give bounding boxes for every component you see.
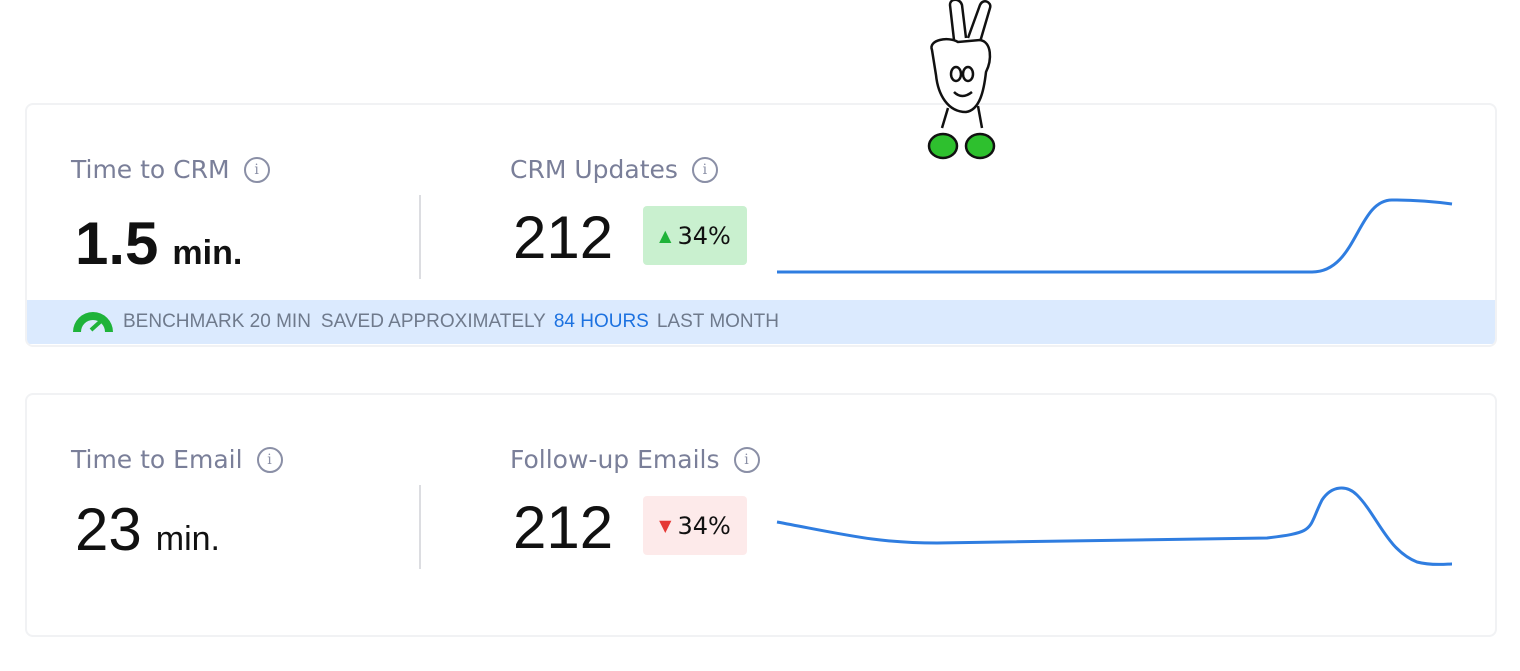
- mascot: [927, 0, 996, 160]
- count-label: Follow-up Emails: [510, 445, 720, 474]
- saved-suffix: LAST MONTH: [656, 311, 779, 332]
- info-icon[interactable]: i: [243, 156, 270, 183]
- trend-line: [777, 198, 1453, 274]
- metric-value-row: 1.5 min.: [75, 209, 242, 278]
- count-label: CRM Updates: [510, 155, 678, 184]
- metric-label-row: Time to Email i: [71, 445, 283, 474]
- benchmark-banner: BENCHMARK 20 MIN SAVED APPROXIMATELY 84 …: [27, 300, 1495, 344]
- up-arrow: ▲: [659, 226, 672, 245]
- gauge-icon: [73, 312, 113, 332]
- count-label-row: CRM Updates i: [510, 155, 718, 184]
- metric-label: Time to Email: [71, 445, 243, 474]
- saved-amount: 84 HOURS: [553, 311, 649, 332]
- sparkline: [776, 486, 1453, 566]
- email-card: Time to Email i 23 min. Follow-up Emails i …: [25, 393, 1497, 637]
- info-icon[interactable]: i: [256, 446, 283, 473]
- count-value: 212: [513, 494, 614, 561]
- change-badge: ▲ 34%: [643, 206, 747, 265]
- metric-value-row: 23 min.: [75, 495, 220, 564]
- divider: [419, 485, 421, 569]
- info-icon[interactable]: i: [691, 156, 718, 183]
- count-value: 212: [513, 204, 614, 271]
- divider: [419, 195, 421, 279]
- change-badge: ▼ 34%: [643, 496, 747, 555]
- metric-value: 1.5: [75, 210, 159, 277]
- metric-unit: min.: [172, 234, 243, 272]
- crm-card: Time to CRM i 1.5 min. CRM Updates i 212 ▲ 3…: [25, 103, 1497, 347]
- saved-prefix: SAVED APPROXIMATELY: [320, 311, 546, 332]
- change: 34%: [677, 511, 731, 540]
- metric-unit: min.: [155, 520, 220, 558]
- metric-label-row: Time to CRM i: [71, 155, 270, 184]
- info-icon[interactable]: i: [733, 446, 760, 473]
- trend-line: [776, 486, 1453, 566]
- metric-value: 23: [75, 496, 142, 563]
- change: 34%: [677, 221, 731, 250]
- sparkline: [777, 198, 1453, 274]
- down-arrow: ▼: [659, 516, 672, 535]
- metric-label: Time to CRM: [71, 155, 230, 184]
- count-label-row: Follow-up Emails i: [510, 445, 760, 474]
- benchmark: BENCHMARK 20 MIN: [123, 311, 311, 332]
